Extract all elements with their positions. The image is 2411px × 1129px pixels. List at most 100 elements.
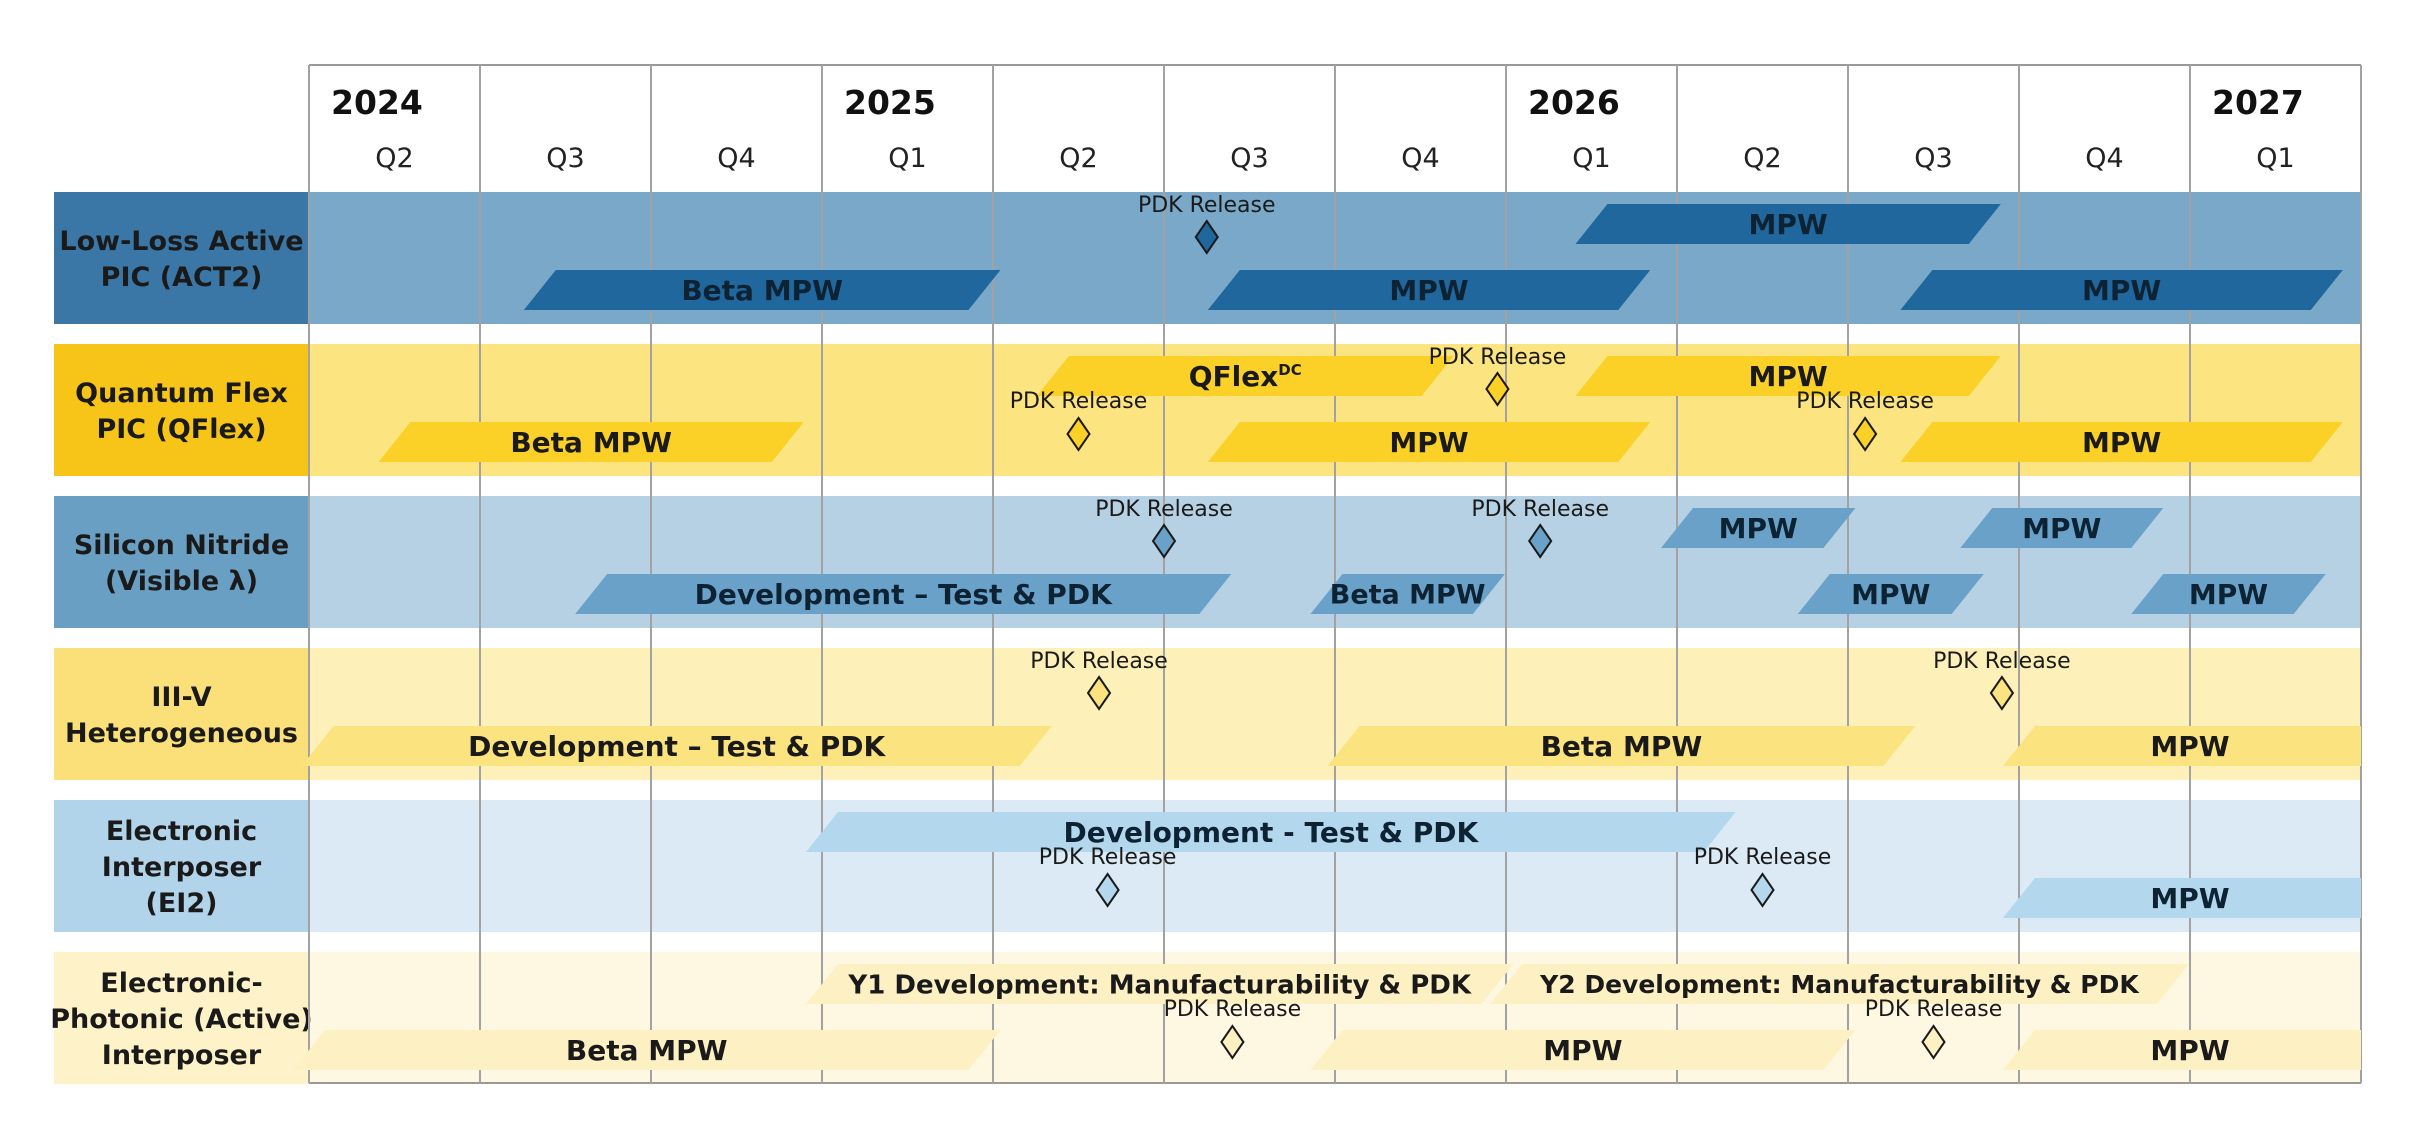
bar-shape <box>1900 270 2343 310</box>
milestone-label: PDK Release <box>1694 845 1832 870</box>
milestone-label: PDK Release <box>1138 193 1276 218</box>
roadmap-bar: MPW <box>2003 726 2361 766</box>
roadmap-bar: MPW <box>2003 878 2361 918</box>
bar-label: MPW <box>2150 882 2229 915</box>
bar-label: MPW <box>1749 208 1828 241</box>
bar-shape <box>2003 726 2361 766</box>
bar-label: MPW <box>2082 426 2161 459</box>
milestone-diamond-icon <box>1485 371 1510 407</box>
row-label-line: Interposer <box>102 1040 262 1071</box>
pdk-release-milestone: PDK Release <box>1095 497 1233 559</box>
year-label: 2024 <box>331 83 423 122</box>
roadmap-bar: MPW <box>1207 422 1651 462</box>
bar-label: Beta MPW <box>1541 730 1703 763</box>
milestone-diamond-icon <box>1921 1024 1946 1060</box>
row-label-line: III-V <box>151 682 211 713</box>
row-label-line: PIC (ACT2) <box>101 262 263 293</box>
bar-label: Y2 Development: Manufacturability & PDK <box>1539 970 2140 999</box>
bar-label: Development – Test & PDK <box>695 578 1113 611</box>
bar-label: MPW <box>2150 1034 2229 1067</box>
bar-shape <box>1575 204 2001 244</box>
pdk-release-milestone: PDK Release <box>1164 997 1302 1060</box>
pdk-release-milestone: PDK Release <box>1933 649 2071 711</box>
bar-label: MPW <box>1719 512 1798 545</box>
bar-shape <box>806 964 1514 1004</box>
bar-shape <box>301 726 1052 766</box>
row-label-box <box>54 344 309 476</box>
bar-shape <box>523 270 1001 310</box>
bar-shape <box>1310 574 1505 614</box>
bar-shape <box>575 574 1232 614</box>
bar-label: MPW <box>2022 512 2101 545</box>
bar-label-superscript: DC <box>1278 361 1301 379</box>
row-label-line: Low-Loss Active <box>59 226 303 257</box>
bar-shape <box>1900 422 2343 462</box>
row-label-box <box>54 952 309 1084</box>
roadmap-bar: Y2 Development: Manufacturability & PDK <box>1490 964 2189 1004</box>
row-label-box <box>54 648 309 780</box>
roadmap-bar: MPW <box>1960 508 2164 548</box>
bar-label: MPW <box>2082 274 2161 307</box>
roadmap-bar: MPW <box>1900 422 2343 462</box>
roadmap-bar: MPW <box>1900 270 2343 310</box>
roadmap-bar: Development – Test & PDK <box>301 726 1052 766</box>
roadmap-bar: Y1 Development: Manufacturability & PDK <box>806 964 1514 1004</box>
milestone-diamond-icon <box>1527 523 1553 559</box>
bar-label: Beta MPW <box>566 1034 728 1067</box>
milestone-label: PDK Release <box>1796 389 1934 414</box>
milestone-diamond-icon <box>1066 416 1091 452</box>
bar-shape <box>1310 1030 1856 1070</box>
quarter-label: Q4 <box>717 143 755 174</box>
bar-shape <box>1797 574 1984 614</box>
milestone-diamond-icon <box>1220 1024 1245 1060</box>
quarter-label: Q1 <box>1572 143 1610 174</box>
roadmap-bar: MPW <box>1797 574 1984 614</box>
bar-label: MPW <box>2150 730 2229 763</box>
quarter-label: Q4 <box>1401 143 1439 174</box>
milestone-diamond-icon <box>1095 872 1120 908</box>
milestone-label: PDK Release <box>1471 497 1609 522</box>
row-label-line: Photonic (Active) <box>50 1004 313 1035</box>
milestone-label: PDK Release <box>1865 997 2003 1022</box>
pdk-release-milestone: PDK Release <box>1471 497 1609 559</box>
quarter-label: Q3 <box>546 143 584 174</box>
roadmap-rows: Low-Loss Active PIC (ACT2) Quantum Flex PIC… <box>50 192 2361 1084</box>
pdk-release-milestone: PDK Release <box>1039 845 1177 908</box>
row-label-box <box>54 496 309 628</box>
bar-label: Development – Test & PDK <box>468 730 886 763</box>
pdk-release-milestone: PDK Release <box>1030 649 1168 711</box>
milestone-diamond-icon <box>1852 416 1878 452</box>
row-label-line: Electronic- <box>100 968 262 999</box>
row-label-line: Silicon Nitride <box>74 530 289 561</box>
timeline-header: 2024 Q2 Q3 Q4 2025 Q1 Q2 Q3 Q4 2026 Q1 Q2 Q3 Q4 2027 Q1 <box>331 83 2304 174</box>
bar-label: MPW <box>1749 360 1828 393</box>
roadmap-bar: MPW <box>2003 1030 2361 1070</box>
bar-label: MPW <box>1543 1034 1622 1067</box>
bar-shape <box>806 812 1736 852</box>
bar-shape <box>1036 356 1454 396</box>
year-label: 2026 <box>1528 83 1620 122</box>
bar-label: MPW <box>1851 578 1930 611</box>
milestone-label: PDK Release <box>1039 845 1177 870</box>
bar-shape <box>378 422 804 462</box>
milestone-label: PDK Release <box>1095 497 1233 522</box>
quarter-label: Q2 <box>1059 143 1097 174</box>
milestone-label: PDK Release <box>1164 997 1302 1022</box>
bar-label: MPW <box>1389 426 1468 459</box>
roadmap-bar: MPW <box>1310 1030 1856 1070</box>
roadmap-bar: MPW <box>1661 508 1856 548</box>
bar-label: Beta MPW <box>681 274 843 307</box>
bar-shape <box>1207 422 1651 462</box>
milestone-diamond-icon <box>1194 219 1219 255</box>
bar-label: Beta MPW <box>510 426 672 459</box>
roadmap-bar: MPW <box>1575 204 2001 244</box>
bar-shape <box>2003 1030 2361 1070</box>
roadmap-bar: Beta MPW <box>1327 726 1916 766</box>
row-label-line: Quantum Flex <box>75 378 288 409</box>
bar-shape <box>1327 726 1916 766</box>
quarter-label: Q1 <box>2256 143 2294 174</box>
row-label-line: (EI2) <box>146 888 218 919</box>
pdk-release-milestone: PDK Release <box>1796 389 1934 452</box>
